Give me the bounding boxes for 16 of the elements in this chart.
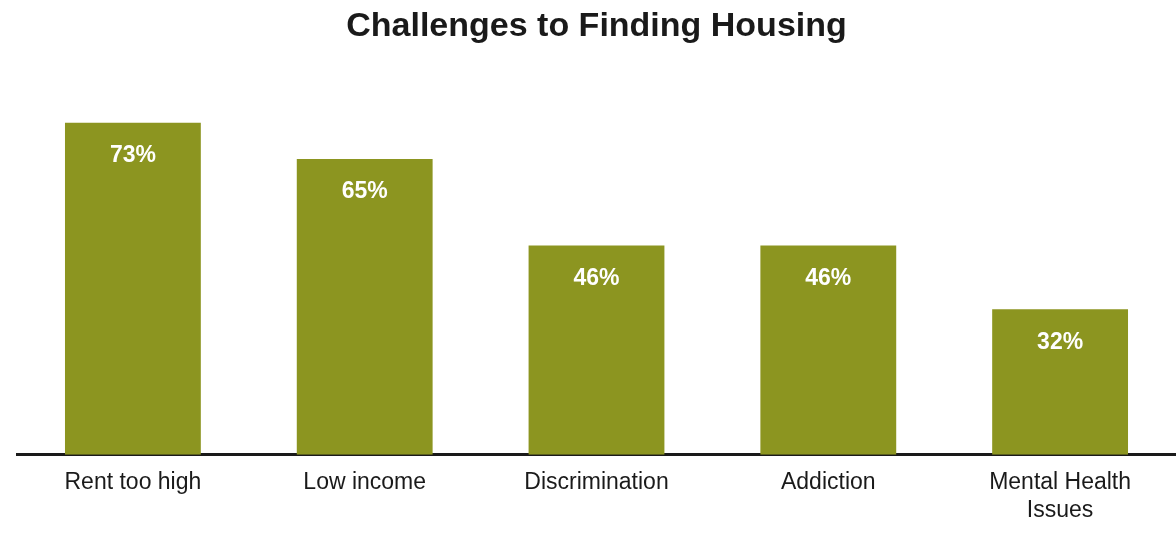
x-tick-label: Discrimination: [524, 467, 669, 494]
bar: [64, 122, 201, 455]
data-label: 32%: [1037, 327, 1084, 354]
chart-title: Challenges to Finding Housing: [346, 4, 847, 43]
x-tick-label: Rent too high: [64, 467, 202, 494]
data-label: 46%: [805, 263, 852, 290]
bar: [296, 159, 433, 455]
bar: [528, 245, 665, 455]
data-label: 65%: [341, 177, 388, 204]
x-tick-label: Low income: [303, 467, 427, 494]
data-label: 73%: [109, 140, 156, 167]
x-tick-label: Addiction: [780, 467, 876, 494]
bar: [992, 309, 1129, 455]
data-label: 46%: [573, 263, 620, 290]
bar: [760, 245, 897, 455]
x-tick-label: Mental Health Issues: [989, 467, 1132, 522]
